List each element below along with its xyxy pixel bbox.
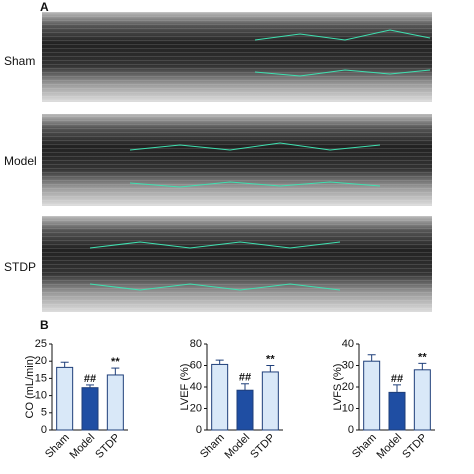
y-tick-label: 10 [35, 390, 47, 402]
bar [236, 389, 254, 431]
panel-label: B [40, 318, 49, 332]
y-tick-label: 80 [190, 338, 202, 350]
trace [254, 69, 431, 77]
y-tick-label: 20 [35, 355, 47, 367]
significance-label: ** [111, 356, 120, 368]
echo-texture [42, 216, 432, 312]
y-axis-label: LVEF (%) [179, 364, 191, 411]
x-tick-label: Model [222, 432, 252, 462]
bar [211, 363, 229, 431]
y-tick-label: 40 [342, 338, 354, 350]
y-tick-label: 30 [342, 359, 354, 371]
y-axis-label: LVFS (%) [332, 364, 344, 411]
x-tick-label: Model [67, 432, 97, 462]
x-tick-label: STDP [248, 432, 277, 461]
trace [129, 181, 381, 188]
trace [89, 283, 341, 291]
x-tick-label: Model [374, 432, 404, 462]
significance-label: ## [239, 372, 251, 384]
y-tick-label: 0 [348, 424, 354, 436]
bar [261, 371, 279, 431]
significance-label: ## [84, 373, 96, 385]
x-tick-label: Sham [198, 432, 227, 461]
x-tick-label: STDP [93, 432, 122, 461]
row-label: Model [4, 154, 37, 168]
significance-label: ** [418, 351, 427, 363]
y-tick-label: 25 [35, 338, 47, 350]
bar [413, 369, 431, 431]
x-tick-label: STDP [400, 432, 429, 461]
bar [388, 391, 406, 431]
bar [81, 387, 99, 431]
y-tick-label: 5 [41, 407, 47, 419]
row-label: STDP [4, 260, 36, 274]
x-tick-label: Sham [43, 432, 72, 461]
trace [129, 142, 381, 151]
significance-label: ## [391, 373, 403, 385]
y-tick-label: 40 [190, 381, 202, 393]
bar [106, 374, 124, 431]
x-tick-label: Sham [350, 432, 379, 461]
echo-texture [42, 12, 432, 102]
significance-label: ** [266, 353, 275, 365]
panel-label: A [40, 0, 49, 14]
y-tick-label: 0 [196, 424, 202, 436]
trace [89, 241, 341, 249]
bar [363, 360, 381, 431]
y-tick-label: 10 [342, 402, 354, 414]
trace [254, 29, 431, 41]
bar [56, 366, 74, 431]
y-tick-label: 20 [342, 381, 354, 393]
echo-images [42, 12, 432, 312]
row-label: Sham [4, 54, 35, 68]
y-tick-label: 15 [35, 372, 47, 384]
y-axis-label: CO (mL/min) [24, 356, 36, 419]
y-tick-label: 0 [41, 424, 47, 436]
y-tick-label: 20 [190, 402, 202, 414]
echo-texture [42, 114, 432, 206]
y-tick-label: 60 [190, 359, 202, 371]
